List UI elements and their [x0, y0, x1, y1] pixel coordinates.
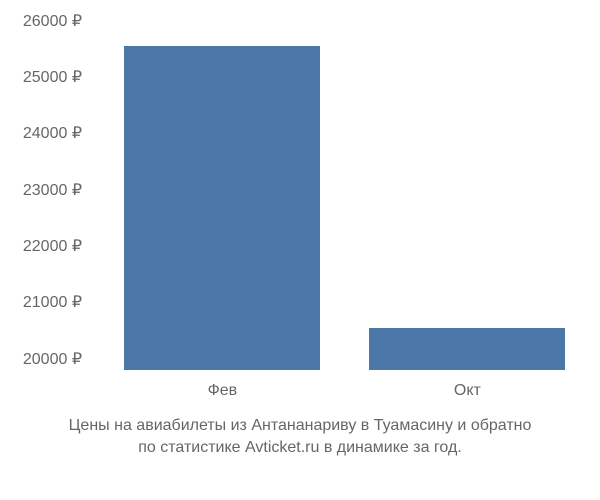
- y-tick-label: 26000 ₽: [23, 11, 82, 31]
- caption-line-2: по статистике Avticket.ru в динамике за …: [20, 437, 580, 459]
- y-axis: 20000 ₽ 21000 ₽ 22000 ₽ 23000 ₽ 24000 ₽ 25000…: [0, 15, 90, 400]
- y-tick-label: 20000 ₽: [23, 349, 82, 369]
- y-tick-label: 23000 ₽: [23, 180, 82, 200]
- y-tick-label: 25000 ₽: [23, 67, 82, 87]
- bar-plot: Фев Окт: [95, 15, 585, 400]
- caption-line-1: Цены на авиабилеты из Антананариву в Туа…: [20, 415, 580, 437]
- chart-caption: Цены на авиабилеты из Антананариву в Туа…: [0, 415, 600, 460]
- bar: [124, 46, 320, 370]
- y-tick-label: 22000 ₽: [23, 236, 82, 256]
- y-tick-label: 24000 ₽: [23, 123, 82, 143]
- chart-plot-area: Фев Окт: [95, 15, 585, 400]
- bar: [369, 328, 565, 370]
- y-tick-label: 21000 ₽: [23, 292, 82, 312]
- x-tick-label: Фев: [208, 382, 238, 400]
- x-tick-label: Окт: [454, 382, 481, 400]
